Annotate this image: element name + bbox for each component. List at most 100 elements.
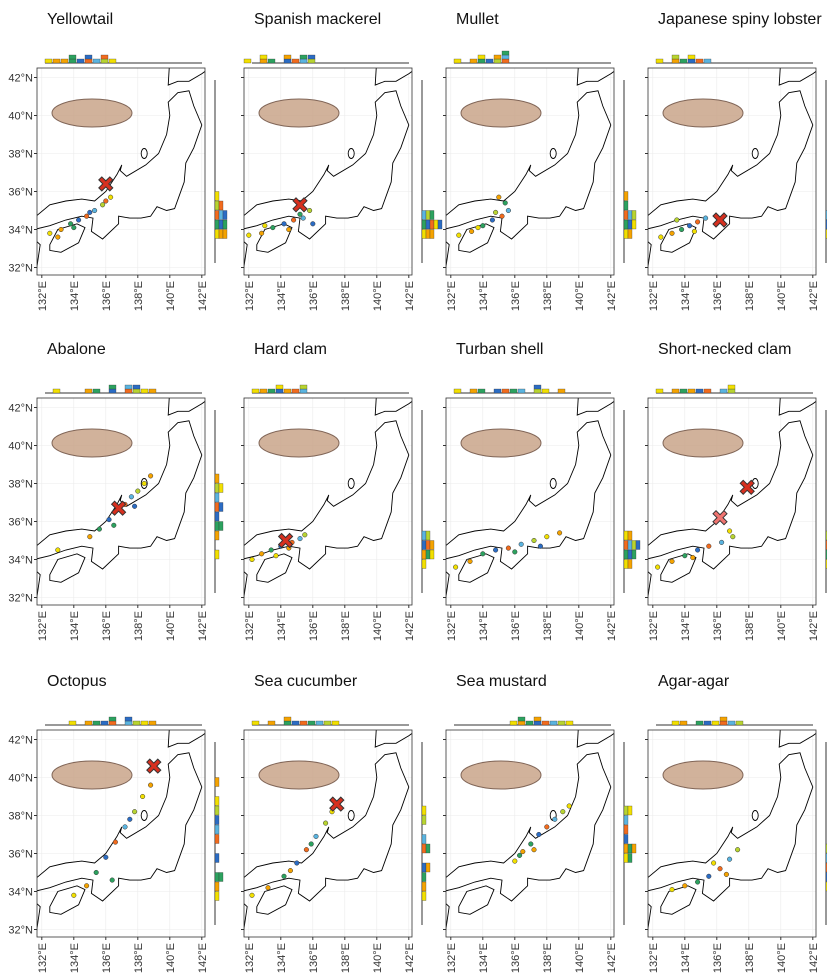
lon-tick-label: 136°E xyxy=(101,611,113,641)
site-point xyxy=(282,874,287,879)
site-point xyxy=(468,559,473,564)
lon-tick-label: 142°E xyxy=(808,281,820,311)
lon-tick-label: 136°E xyxy=(308,943,320,973)
site-point xyxy=(481,223,486,228)
site-point xyxy=(129,495,134,500)
lon-hist-bar xyxy=(109,717,116,721)
site-point xyxy=(301,216,306,221)
lon-hist-bar xyxy=(300,385,307,389)
site-point xyxy=(132,809,137,814)
island xyxy=(141,149,147,159)
lat-hist-bar xyxy=(215,474,219,483)
panel-title: Octopus xyxy=(47,673,107,690)
lon-hist-bar xyxy=(53,389,60,393)
lat-hist-bar xyxy=(628,531,632,540)
lat-hist-bar xyxy=(624,541,628,550)
lon-hist-bar xyxy=(93,59,100,63)
lon-hist-bar xyxy=(534,389,541,393)
lon-hist-bar xyxy=(109,721,116,725)
lon-hist-bar xyxy=(85,389,92,393)
lon-hist-bar xyxy=(720,389,727,393)
lat-hist-bar xyxy=(624,835,628,844)
lon-hist-bar xyxy=(534,721,541,725)
lon-hist-bar xyxy=(454,389,461,393)
lon-tick-label: 134°E xyxy=(680,611,692,641)
lon-hist-bar xyxy=(109,385,116,389)
lon-tick-label: 140°E xyxy=(776,611,788,641)
site-point xyxy=(500,214,505,219)
lon-tick-label: 132°E xyxy=(37,943,49,973)
lon-hist-bar xyxy=(77,59,84,63)
lon-tick-label: 136°E xyxy=(308,611,320,641)
lon-hist-bar xyxy=(680,389,687,393)
lon-hist-bar xyxy=(125,385,132,389)
lon-hist-bar xyxy=(85,55,92,59)
lon-tick-label: 134°E xyxy=(276,281,288,311)
lon-hist-bar xyxy=(260,55,267,59)
site-point xyxy=(493,210,498,215)
lat-hist-bar xyxy=(624,230,628,239)
site-point xyxy=(110,878,115,883)
lon-tick-label: 138°E xyxy=(340,943,352,973)
lat-hist-bar xyxy=(215,825,219,834)
site-point xyxy=(250,893,255,898)
lon-hist-bar xyxy=(284,55,291,59)
site-point xyxy=(553,817,558,822)
illustration xyxy=(259,429,339,457)
lat-hist-bar xyxy=(215,873,219,882)
site-point xyxy=(695,880,700,885)
lon-hist-bar xyxy=(252,389,259,393)
site-point xyxy=(735,847,740,852)
site-point xyxy=(727,529,732,534)
illustration xyxy=(461,429,541,457)
panel: Mullet132°E134°E136°E138°E140°E142°E xyxy=(416,11,636,311)
site-point xyxy=(691,555,696,560)
lon-hist-bar xyxy=(696,389,703,393)
lon-tick-label: 134°E xyxy=(478,281,490,311)
lon-hist-bar xyxy=(502,55,509,59)
site-point xyxy=(269,548,274,553)
lon-tick-label: 134°E xyxy=(276,611,288,641)
lat-hist-bar xyxy=(223,211,227,220)
lat-tick-label: 38°N xyxy=(8,811,33,823)
lon-hist-bar xyxy=(494,389,501,393)
lon-tick-label: 136°E xyxy=(712,943,724,973)
site-point xyxy=(107,517,112,522)
lon-hist-bar xyxy=(69,55,76,59)
lat-hist-bar xyxy=(624,854,628,863)
lon-hist-bar xyxy=(300,59,307,63)
lon-hist-bar xyxy=(268,389,275,393)
site-point xyxy=(513,550,518,555)
lon-hist-bar xyxy=(720,721,727,725)
lon-tick-label: 142°E xyxy=(404,611,416,641)
lon-hist-bar xyxy=(696,721,703,725)
lat-hist-bar xyxy=(422,835,426,844)
lat-hist-bar xyxy=(215,835,219,844)
lon-hist-bar xyxy=(308,59,315,63)
lon-hist-bar xyxy=(704,389,711,393)
lat-hist-bar xyxy=(430,211,434,220)
illustration xyxy=(461,761,541,789)
panel-title: Sea mustard xyxy=(456,673,547,690)
site-point xyxy=(104,199,109,204)
site-point xyxy=(298,212,303,217)
site-point xyxy=(497,195,502,200)
lon-hist-bar xyxy=(133,721,140,725)
lat-hist-bar xyxy=(422,211,426,220)
site-point xyxy=(259,231,264,236)
site-point xyxy=(282,222,287,227)
panel: Japanese spiny lobster132°E134°E136°E138… xyxy=(618,11,827,311)
lon-hist-bar xyxy=(558,721,565,725)
site-point xyxy=(517,853,522,858)
lon-hist-bar xyxy=(656,59,663,63)
illustration xyxy=(52,99,132,127)
lon-tick-label: 142°E xyxy=(606,281,618,311)
lat-hist-bar xyxy=(215,550,219,559)
lat-hist-bar xyxy=(422,892,426,901)
lon-hist-bar xyxy=(680,59,687,63)
lat-hist-bar xyxy=(426,220,430,229)
lat-hist-bar xyxy=(215,806,219,815)
lat-tick-label: 38°N xyxy=(8,479,33,491)
lon-tick-label: 140°E xyxy=(372,943,384,973)
